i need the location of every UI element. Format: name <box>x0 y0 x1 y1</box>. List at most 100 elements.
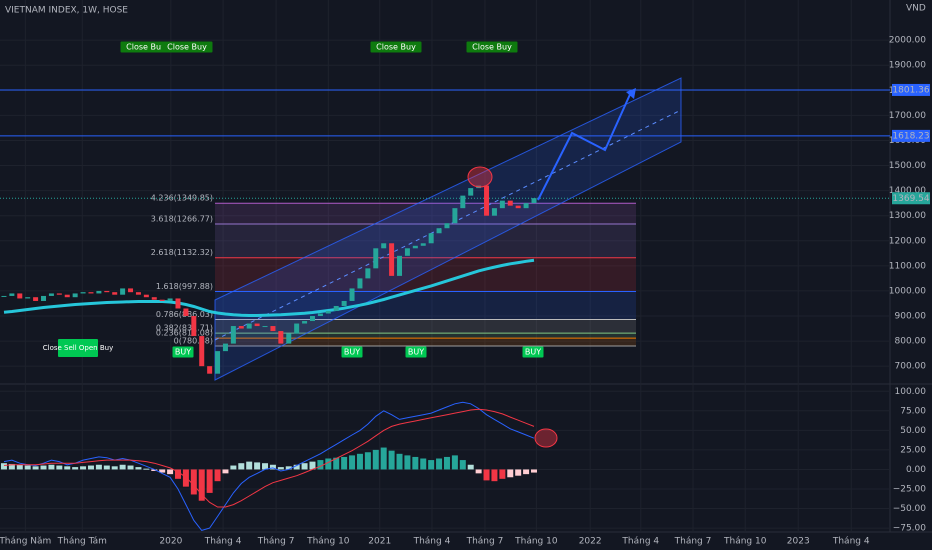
y-tick-label: 1700.00 <box>889 111 926 121</box>
histogram-bar <box>443 456 450 470</box>
y-tick-label: 1500.00 <box>889 161 926 171</box>
histogram-bar <box>293 464 300 470</box>
signal-box <box>58 339 98 357</box>
candle <box>72 293 78 298</box>
histogram-bar <box>404 455 411 470</box>
candle <box>381 243 387 249</box>
candle <box>436 228 442 234</box>
histogram-bar <box>301 463 308 470</box>
fib-label: 3.618(1266.77) <box>151 215 213 224</box>
histogram-bar <box>8 463 15 470</box>
candle <box>191 316 197 337</box>
x-tick-label: Tháng 4 <box>832 537 870 547</box>
candle <box>96 290 102 294</box>
histogram-bar <box>491 469 498 482</box>
candle <box>389 243 395 276</box>
candle <box>373 248 379 269</box>
x-tick-label: Tháng 7 <box>257 537 295 547</box>
y2-tick-label: 100.00 <box>895 387 927 397</box>
signal-label: BUY <box>408 348 424 357</box>
candle <box>104 290 110 293</box>
price-tag-label: 1618.23 <box>892 131 929 141</box>
y-tick-label: 800.00 <box>895 337 927 347</box>
histogram-bar <box>238 463 245 470</box>
histogram-bar <box>254 462 261 470</box>
candle <box>365 268 371 279</box>
candle <box>199 336 205 367</box>
histogram-bar <box>277 467 284 470</box>
candle <box>64 294 70 298</box>
price-tag <box>892 192 930 205</box>
histogram-bar <box>475 469 482 474</box>
histogram-bar <box>40 465 47 470</box>
signal-box <box>172 346 194 358</box>
histogram-bar <box>64 466 71 470</box>
fib-label: 0.236(812.08) <box>156 329 213 338</box>
histogram-bar <box>262 463 269 470</box>
candle <box>17 293 23 299</box>
candle <box>341 300 347 306</box>
histogram-bar <box>246 461 253 470</box>
signal-box <box>161 41 213 53</box>
highlight <box>534 428 558 448</box>
histogram-bar <box>285 466 292 470</box>
candle <box>167 298 173 301</box>
candle <box>325 310 331 314</box>
candle <box>56 293 62 295</box>
candle <box>120 288 126 295</box>
candle <box>460 195 466 209</box>
candle <box>302 321 308 324</box>
histogram-bar <box>190 469 197 495</box>
candle <box>333 305 339 311</box>
histogram-bar <box>143 468 150 470</box>
signal-label: Close Buy <box>376 43 416 52</box>
histogram-bar <box>135 467 142 470</box>
candle <box>207 366 213 374</box>
candle <box>499 200 505 209</box>
histogram-bar <box>56 465 63 470</box>
candle <box>151 297 157 300</box>
histogram-bar <box>507 469 514 478</box>
y-tick-label: 1000.00 <box>889 286 926 296</box>
line <box>3 401 535 531</box>
candle <box>404 248 410 256</box>
fib-band <box>215 257 636 292</box>
signal-box <box>466 41 518 53</box>
histogram-bar <box>499 469 506 479</box>
line <box>3 408 535 508</box>
y2-tick-label: 0.00 <box>906 465 926 475</box>
histogram-bar <box>269 464 276 470</box>
candle <box>1 295 7 297</box>
histogram-bar <box>16 464 23 470</box>
candle <box>246 323 252 329</box>
histogram-bar <box>167 469 174 475</box>
x-tick-label: Tháng 4 <box>204 537 242 547</box>
y-tick-label: 1300.00 <box>889 211 926 221</box>
candle <box>397 255 403 276</box>
histogram-bar <box>396 453 403 470</box>
histogram-bar <box>428 460 435 470</box>
candle <box>452 208 458 224</box>
candle <box>183 308 189 317</box>
candle <box>254 323 260 327</box>
candle <box>238 326 244 329</box>
histogram-bar <box>206 469 213 493</box>
highlight <box>467 166 493 188</box>
histogram-bar <box>87 465 94 470</box>
x-tick-label: Tháng 4 <box>413 537 451 547</box>
candle <box>491 208 497 216</box>
candle <box>294 323 300 334</box>
x-tick-label: Tháng 10 <box>514 537 558 547</box>
candle <box>41 295 47 301</box>
candle <box>9 293 15 296</box>
candle <box>531 198 537 204</box>
y-tick-label: 2000.00 <box>889 36 926 46</box>
signal-box <box>522 346 544 358</box>
histogram-bar <box>198 469 205 501</box>
histogram-bar <box>127 465 134 470</box>
histogram-bar <box>467 464 474 470</box>
candle <box>80 292 86 294</box>
candle <box>270 326 276 332</box>
histogram-bar <box>230 465 237 470</box>
